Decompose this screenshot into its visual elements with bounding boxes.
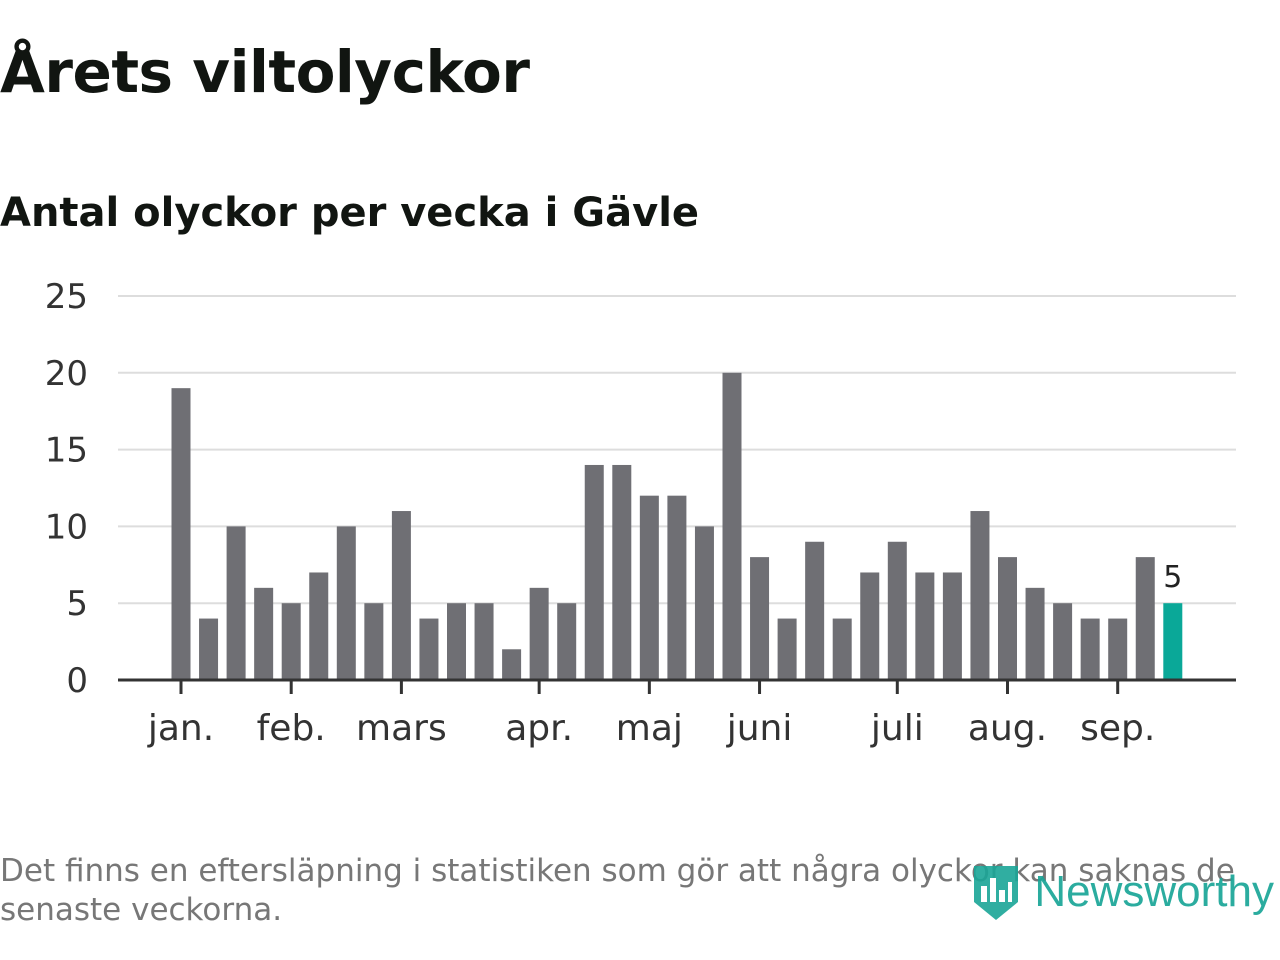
bar [639, 495, 659, 680]
bar [336, 526, 356, 680]
bar [722, 372, 742, 680]
y-tick-label: 25 [45, 277, 88, 317]
bar [584, 464, 604, 680]
bar [226, 526, 246, 680]
bar [887, 541, 907, 680]
chart-subtitle: Antal olyckor per vecka i Gävle [0, 190, 700, 236]
gridlines [118, 295, 1236, 605]
bar [915, 572, 935, 680]
bar [309, 572, 329, 680]
bar [860, 572, 880, 680]
bar [391, 511, 411, 680]
x-axis-ticks: jan. feb. mars apr. maj juni juli aug. sep. [147, 680, 1155, 749]
bar [1053, 603, 1073, 680]
bar [694, 526, 714, 680]
bar [998, 557, 1017, 680]
bar [1108, 618, 1128, 680]
x-tick-label: apr. [505, 708, 573, 749]
bar [942, 572, 962, 680]
bar [1025, 587, 1045, 680]
x-tick-label: juli [870, 708, 924, 749]
bar-chart: 0 5 10 15 20 25 jan. feb. mars apr. maj juni juli au… [45, 277, 1236, 749]
bar [447, 603, 466, 680]
bar [667, 495, 687, 680]
y-tick-label: 20 [45, 354, 88, 394]
bar [419, 618, 439, 680]
data-label: 5 [1163, 560, 1182, 595]
x-tick-label: juni [726, 708, 793, 749]
brand-name: Newsworthy [1034, 867, 1274, 916]
brand-logo: Newsworthy [970, 862, 1274, 922]
x-tick-label: mars [356, 708, 447, 749]
bar [254, 587, 274, 680]
bar [1080, 618, 1100, 680]
y-tick-label: 5 [66, 584, 88, 624]
bar [474, 603, 494, 680]
x-tick-label: feb. [257, 708, 326, 749]
bar [171, 388, 191, 680]
x-tick-label: aug. [968, 708, 1047, 749]
bar [364, 603, 384, 680]
y-tick-label: 10 [45, 507, 88, 547]
x-tick-label: sep. [1080, 708, 1155, 749]
bars [171, 372, 1183, 680]
bar [970, 511, 990, 680]
footnote: Det finns en eftersläpning i statistiken… [0, 853, 1235, 928]
y-tick-label: 15 [45, 431, 88, 471]
data-labels: 5 [1163, 560, 1182, 595]
highlight-bar [1163, 603, 1183, 680]
bar [529, 587, 549, 680]
bar [502, 649, 522, 680]
bar [805, 541, 825, 680]
x-tick-label: jan. [147, 708, 214, 749]
chart-title: Årets viltolyckor [0, 38, 530, 106]
x-tick-label: maj [616, 708, 683, 749]
bar [1135, 557, 1155, 680]
y-axis-ticks: 0 5 10 15 20 25 [45, 277, 88, 701]
bar [557, 603, 577, 680]
bar [199, 618, 219, 680]
bar [612, 464, 632, 680]
bar-chart-pin-icon [974, 866, 1019, 920]
bar [281, 603, 301, 680]
bar [832, 618, 852, 680]
y-tick-label: 0 [66, 661, 88, 701]
bar [777, 618, 797, 680]
bar [750, 557, 770, 680]
